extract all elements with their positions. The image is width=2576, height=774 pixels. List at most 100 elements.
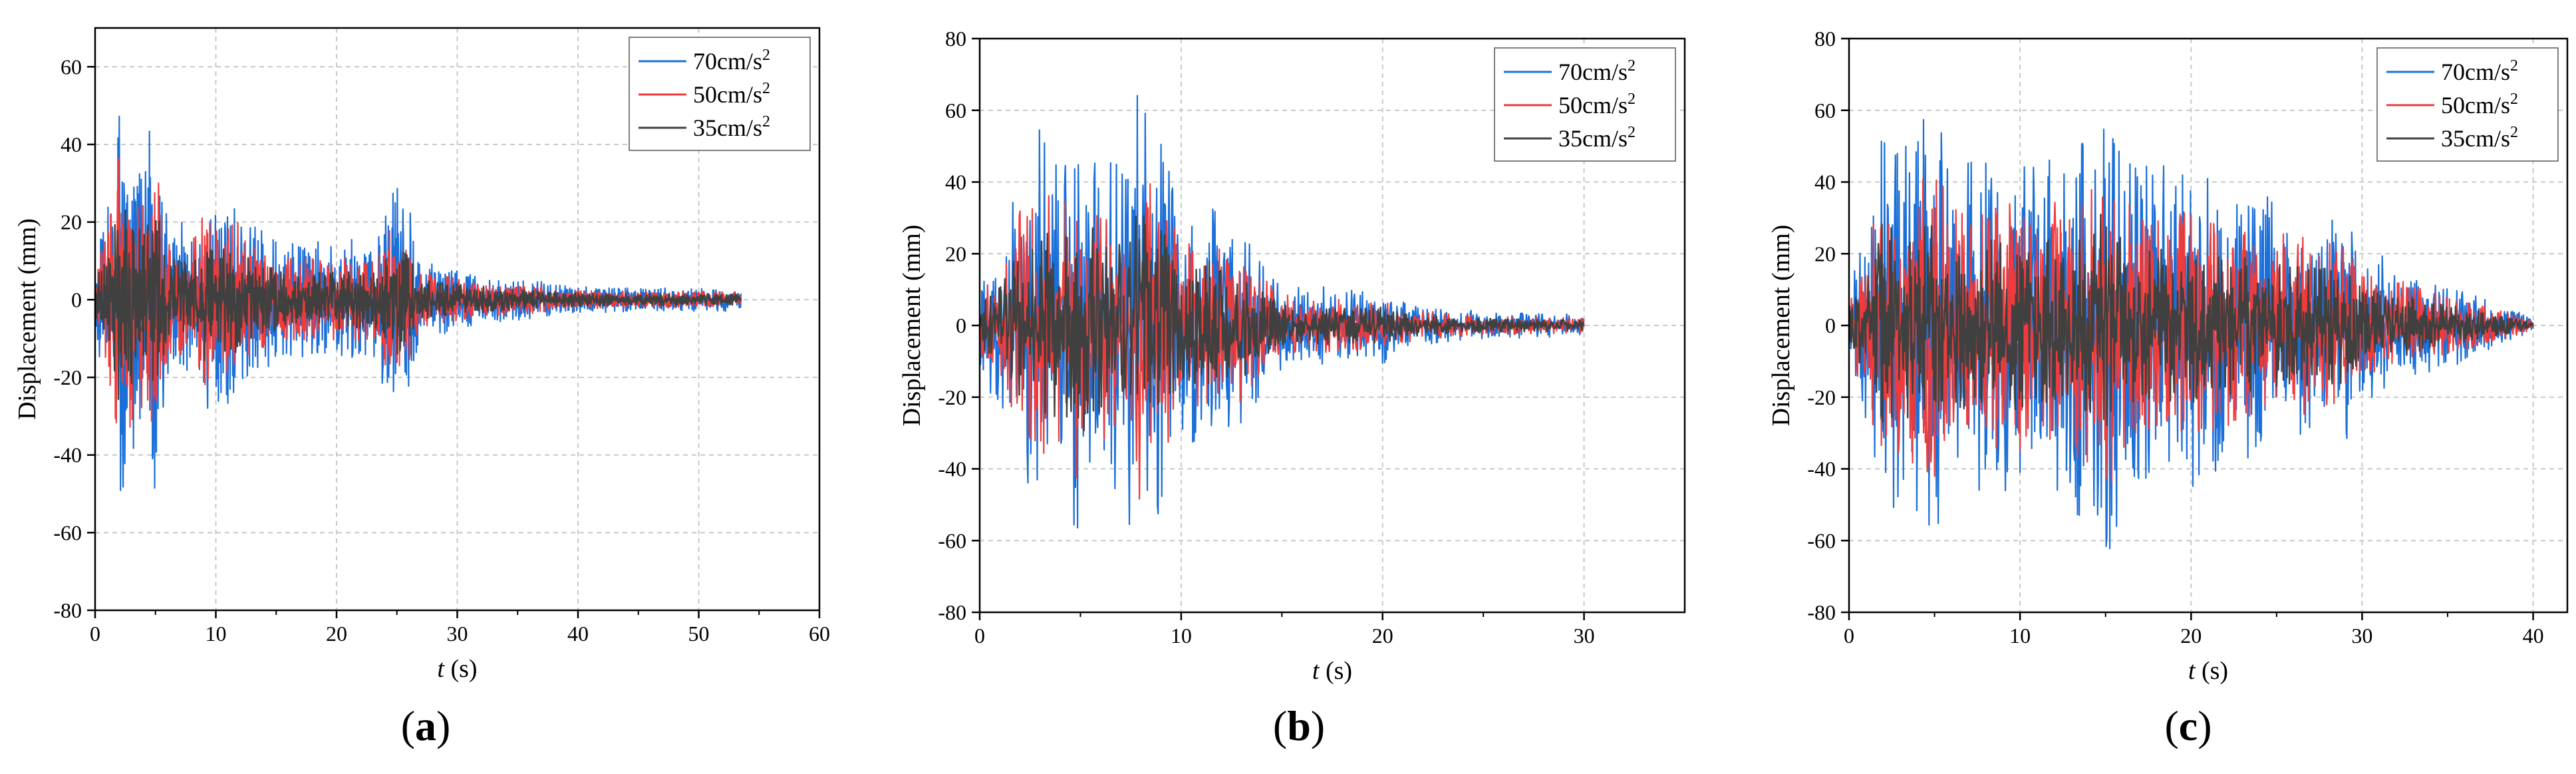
y-tick-label: 60 <box>61 55 82 79</box>
panel-label-open: ( <box>2164 702 2178 749</box>
legend-label-sup: 2 <box>2510 124 2518 141</box>
x-axis-label: t (s) <box>2188 657 2228 685</box>
legend-label-3: 35cm/s2 <box>1558 124 1636 152</box>
legend-label-text: 70cm/s <box>2441 59 2510 85</box>
legend-label-sup: 2 <box>762 47 770 64</box>
legend-label-sup: 2 <box>762 80 770 97</box>
panel-label-close: ) <box>436 702 450 749</box>
y-axis-label: Displacement (mm) <box>898 225 926 427</box>
y-tick-label: -20 <box>938 385 966 409</box>
x-tick-label: 30 <box>447 622 468 646</box>
x-tick-label: 0 <box>90 622 100 646</box>
legend-label-1: 70cm/s2 <box>2441 57 2518 85</box>
x-tick-label: 0 <box>974 624 985 648</box>
y-tick-label: 40 <box>945 170 966 194</box>
x-tick-label: 30 <box>1574 624 1595 648</box>
y-tick-label: -60 <box>938 528 966 552</box>
x-axis-unit: (s) <box>2195 657 2228 685</box>
panel-label: (c) <box>2164 702 2212 749</box>
legend-label-sup: 2 <box>2510 57 2518 75</box>
legend-label-1: 70cm/s2 <box>693 47 770 75</box>
panel-label-close: ) <box>2198 702 2212 749</box>
x-tick-label: 40 <box>2523 624 2544 648</box>
x-tick-label: 20 <box>326 622 347 646</box>
y-tick-label: -60 <box>53 520 82 544</box>
legend-label-2: 50cm/s2 <box>1558 91 1636 118</box>
legend-label-text: 35cm/s <box>2441 125 2510 152</box>
y-tick-label: -20 <box>53 365 82 389</box>
x-tick-label: 50 <box>688 622 710 646</box>
x-axis-unit: (s) <box>1319 657 1352 685</box>
x-axis-var: t <box>437 655 445 683</box>
legend-label-3: 35cm/s2 <box>2441 124 2518 152</box>
panel-label-letter: c <box>2179 702 2198 749</box>
y-tick-label: 80 <box>1814 27 1836 51</box>
legend-label-3: 35cm/s2 <box>693 113 770 141</box>
y-tick-label: -80 <box>938 600 966 624</box>
legend-label-2: 50cm/s2 <box>2441 91 2518 118</box>
panel-label-close: ) <box>1311 702 1325 749</box>
x-axis-unit: (s) <box>444 655 478 683</box>
legend-label-2: 50cm/s2 <box>693 80 770 108</box>
panel-label-open: ( <box>401 702 415 749</box>
series-line-3 <box>1848 214 2534 427</box>
series-line-3 <box>94 209 742 401</box>
panel-label: (a) <box>401 702 451 749</box>
x-tick-label: 40 <box>567 622 589 646</box>
x-tick-label: 10 <box>1171 624 1192 648</box>
y-tick-label: -60 <box>1807 528 1836 552</box>
y-tick-label: -40 <box>53 443 82 467</box>
x-tick-label: 30 <box>2351 624 2372 648</box>
legend-label-text: 50cm/s <box>1558 92 1628 118</box>
panel-label-letter: a <box>415 702 436 749</box>
legend-label-text: 50cm/s <box>2441 92 2510 118</box>
y-tick-label: 80 <box>945 27 966 51</box>
y-tick-label: 40 <box>1814 170 1836 194</box>
x-axis-var: t <box>1312 657 1320 685</box>
panel-label-open: ( <box>1273 702 1287 749</box>
panel-label-letter: b <box>1287 702 1311 749</box>
y-axis-label: Displacement (mm) <box>1767 225 1795 427</box>
chart-panel-b: 0 10 20 30 -80 -60 -40 -20 0 20 40 60 80 Displacement… <box>898 27 1686 749</box>
y-tick-label: 60 <box>945 98 966 122</box>
x-tick-label: 60 <box>809 622 830 646</box>
chart-panel-a: 0 10 20 30 40 50 60 -80 -60 -40 -20 0 20 40 60 Displace… <box>13 27 830 749</box>
x-tick-label: 20 <box>2180 624 2202 648</box>
legend-label-sup: 2 <box>762 113 770 130</box>
chart-panel-c: 0 10 20 30 40 -80 -60 -40 -20 0 20 40 60 80 Displaceme… <box>1767 27 2569 749</box>
legend-label-sup: 2 <box>1628 57 1636 75</box>
x-tick-label: 10 <box>206 622 227 646</box>
legend-label-text: 70cm/s <box>693 48 762 75</box>
legend-label-text: 50cm/s <box>693 81 762 108</box>
x-axis-var: t <box>2188 657 2196 685</box>
y-tick-label: -80 <box>53 598 82 622</box>
legend-label-sup: 2 <box>1628 91 1636 108</box>
x-axis-label: t (s) <box>437 655 477 683</box>
legend-label-text: 35cm/s <box>693 114 762 141</box>
legend-label-text: 70cm/s <box>1558 59 1628 85</box>
y-tick-label: 20 <box>61 210 82 234</box>
legend-label-1: 70cm/s2 <box>1558 57 1636 85</box>
y-tick-label: -40 <box>1807 457 1836 481</box>
x-axis-label: t (s) <box>1312 657 1352 685</box>
y-tick-label: 0 <box>956 313 966 337</box>
y-tick-label: 20 <box>1814 242 1836 266</box>
x-tick-label: 10 <box>2009 624 2031 648</box>
y-tick-label: 0 <box>71 288 82 311</box>
legend-label-sup: 2 <box>1628 124 1636 141</box>
legend-label-sup: 2 <box>2510 91 2518 108</box>
panel-label: (b) <box>1273 702 1325 749</box>
y-axis-label: Displacement (mm) <box>13 218 41 420</box>
series-line-3 <box>978 215 1585 432</box>
y-tick-label: -40 <box>938 457 966 481</box>
y-tick-label: 60 <box>1814 98 1836 122</box>
y-tick-label: 20 <box>945 242 966 266</box>
legend-label-text: 35cm/s <box>1558 125 1628 152</box>
x-tick-label: 20 <box>1372 624 1393 648</box>
y-tick-label: -20 <box>1807 385 1836 409</box>
y-tick-label: 40 <box>61 132 82 156</box>
